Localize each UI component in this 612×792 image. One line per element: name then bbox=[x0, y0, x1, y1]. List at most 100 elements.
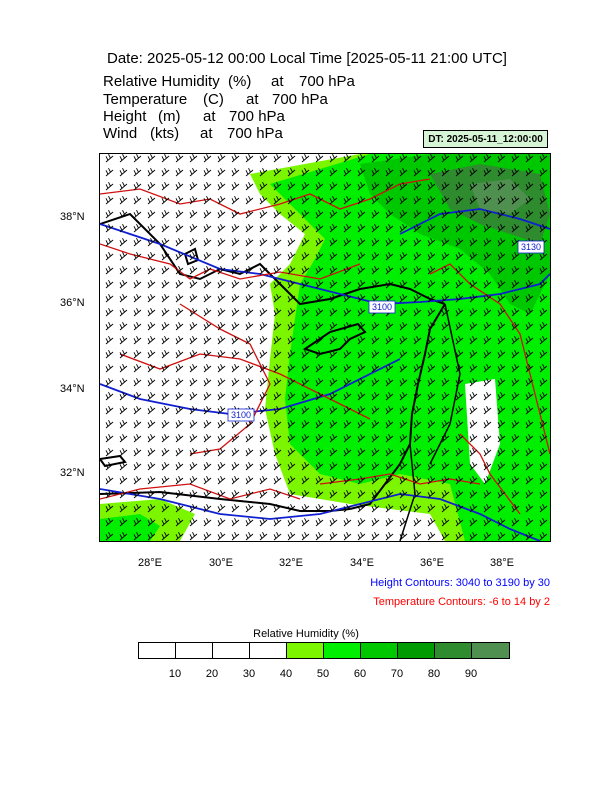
wind-barb bbox=[399, 237, 408, 247]
wind-barb bbox=[539, 405, 548, 415]
wind-barb bbox=[483, 447, 492, 457]
wind-barb bbox=[413, 181, 422, 191]
wind-barb bbox=[357, 167, 366, 177]
wind-barb bbox=[539, 531, 548, 541]
wind-barb bbox=[273, 489, 282, 499]
wind-barb bbox=[119, 293, 128, 303]
wind-barb bbox=[469, 195, 478, 205]
wind-barb bbox=[399, 265, 408, 275]
wind-barb bbox=[287, 363, 296, 373]
wind-barb bbox=[427, 419, 436, 429]
colorbar-box bbox=[213, 643, 250, 658]
wind-barb bbox=[301, 335, 310, 345]
colorbar-box bbox=[324, 643, 361, 658]
wind-barb bbox=[133, 321, 142, 331]
wind-barb bbox=[203, 475, 212, 485]
wind-barb bbox=[189, 335, 198, 345]
wind-barb bbox=[357, 321, 366, 331]
wind-barb bbox=[511, 293, 520, 303]
wind-barb bbox=[483, 405, 492, 415]
wind-barb bbox=[371, 321, 380, 331]
wind-barb bbox=[273, 531, 282, 541]
wind-barb bbox=[469, 307, 478, 317]
wind-barb bbox=[231, 154, 240, 163]
wind-barb bbox=[245, 335, 254, 345]
wind-barb bbox=[539, 181, 548, 191]
wind-barb bbox=[259, 517, 268, 527]
wind-barb bbox=[133, 419, 142, 429]
wind-barb bbox=[413, 405, 422, 415]
wind-barb bbox=[217, 433, 226, 443]
wind-barb bbox=[315, 293, 324, 303]
wind-barb bbox=[287, 405, 296, 415]
wind-barb bbox=[455, 265, 464, 275]
wind-barb bbox=[273, 391, 282, 401]
wind-barb bbox=[105, 237, 114, 247]
colorbar bbox=[138, 642, 510, 659]
wind-barb bbox=[203, 209, 212, 219]
wind-barb bbox=[105, 167, 114, 177]
wind-barb bbox=[399, 461, 408, 471]
wind-barb bbox=[147, 419, 156, 429]
wind-barb bbox=[329, 391, 338, 401]
wind-barb bbox=[441, 237, 450, 247]
wind-barb bbox=[329, 154, 338, 163]
wind-barb bbox=[539, 209, 548, 219]
wind-barb bbox=[133, 377, 142, 387]
wind-barb bbox=[455, 419, 464, 429]
wind-barb bbox=[511, 475, 520, 485]
wind-barb bbox=[147, 475, 156, 485]
wind-barb bbox=[259, 503, 268, 513]
wind-barb bbox=[539, 391, 548, 401]
wind-barb bbox=[329, 293, 338, 303]
wind-barb bbox=[133, 195, 142, 205]
wind-barb bbox=[161, 209, 170, 219]
wind-barb bbox=[329, 167, 338, 177]
wind-barb bbox=[147, 223, 156, 233]
wind-barb bbox=[147, 195, 156, 205]
wind-barb bbox=[357, 433, 366, 443]
wind-barb bbox=[175, 237, 184, 247]
wind-barb bbox=[203, 237, 212, 247]
wind-barb bbox=[441, 209, 450, 219]
wind-barb bbox=[343, 307, 352, 317]
wind-barb bbox=[525, 349, 534, 359]
wind-barb bbox=[133, 209, 142, 219]
wind-barb bbox=[189, 251, 198, 261]
wind-barb bbox=[497, 363, 506, 373]
colorbar-box bbox=[361, 643, 398, 658]
wind-barb bbox=[119, 223, 128, 233]
wind-barb bbox=[105, 363, 114, 373]
cyprus bbox=[302, 322, 367, 356]
wind-barb bbox=[301, 363, 310, 373]
wind-barb bbox=[357, 475, 366, 485]
wind-barb bbox=[105, 391, 114, 401]
wind-barb bbox=[133, 433, 142, 443]
wind-barb bbox=[539, 433, 548, 443]
wind-barb bbox=[469, 503, 478, 513]
wind-barb bbox=[455, 181, 464, 191]
wind-barb bbox=[189, 475, 198, 485]
wind-barb bbox=[511, 517, 520, 527]
wind-barb bbox=[483, 293, 492, 303]
wind-barb bbox=[497, 237, 506, 247]
wind-barb bbox=[203, 447, 212, 457]
wind-barb bbox=[161, 489, 170, 499]
wind-barb bbox=[105, 377, 114, 387]
wind-barb bbox=[441, 307, 450, 317]
wind-barb bbox=[483, 503, 492, 513]
wind-barb bbox=[525, 391, 534, 401]
wind-barb bbox=[441, 377, 450, 387]
wind-barb bbox=[203, 167, 212, 177]
wind-barb bbox=[315, 335, 324, 345]
wind-barb bbox=[175, 349, 184, 359]
wind-barb bbox=[273, 363, 282, 373]
height-label-box bbox=[517, 240, 545, 254]
wind-barb bbox=[539, 461, 548, 471]
wind-barb bbox=[203, 503, 212, 513]
wind-barb bbox=[399, 433, 408, 443]
crete-east bbox=[100, 454, 127, 468]
wind-barb bbox=[385, 391, 394, 401]
wind-barb bbox=[511, 531, 520, 541]
wind-barb bbox=[273, 447, 282, 457]
